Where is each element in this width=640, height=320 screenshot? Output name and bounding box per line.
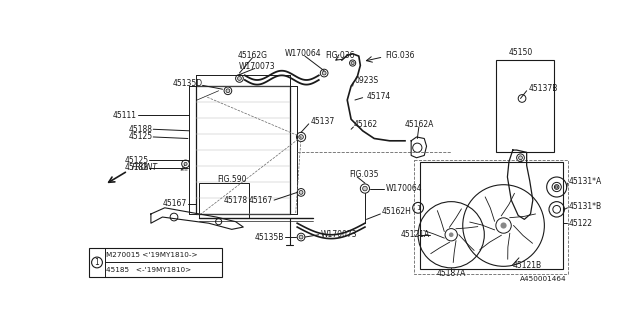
- Text: W170064: W170064: [285, 49, 322, 58]
- Bar: [90, 248, 221, 277]
- Circle shape: [237, 76, 241, 80]
- Text: 45162H: 45162H: [382, 207, 412, 216]
- Text: 45121B: 45121B: [513, 261, 542, 270]
- Text: 45162G: 45162G: [237, 51, 268, 60]
- Text: 45167: 45167: [163, 199, 187, 208]
- Text: M270015 <'19MY1810->: M270015 <'19MY1810->: [106, 252, 198, 258]
- Text: 45131*A: 45131*A: [569, 177, 602, 186]
- Text: 1: 1: [416, 205, 420, 211]
- Circle shape: [449, 232, 454, 237]
- Text: 45150: 45150: [508, 48, 532, 57]
- Text: 45178: 45178: [223, 196, 248, 204]
- Text: 45135D: 45135D: [172, 78, 202, 88]
- Circle shape: [226, 89, 230, 93]
- Text: 45185   <-'19MY1810>: 45185 <-'19MY1810>: [106, 267, 191, 273]
- Text: 45188: 45188: [129, 125, 152, 134]
- Circle shape: [351, 61, 354, 65]
- Circle shape: [299, 190, 303, 194]
- Bar: [196, 86, 289, 214]
- Text: W170064: W170064: [386, 184, 422, 193]
- Text: 45131*B: 45131*B: [569, 202, 602, 211]
- Text: 45167: 45167: [248, 196, 273, 204]
- Text: 45135B: 45135B: [255, 233, 284, 242]
- Text: 45121A: 45121A: [401, 230, 429, 239]
- Circle shape: [518, 156, 522, 160]
- Bar: [414, 160, 568, 274]
- Bar: [198, 183, 249, 218]
- Bar: [420, 162, 563, 269]
- Text: 1: 1: [95, 258, 99, 267]
- Circle shape: [299, 135, 303, 139]
- Bar: [496, 60, 554, 152]
- Text: 45187A: 45187A: [436, 269, 466, 278]
- Text: W170073: W170073: [239, 62, 275, 71]
- Text: FIG.036: FIG.036: [386, 51, 415, 60]
- Text: 45111: 45111: [113, 111, 137, 120]
- Circle shape: [500, 222, 507, 228]
- Text: 45162: 45162: [353, 120, 378, 129]
- Text: W170073: W170073: [320, 230, 357, 239]
- Text: 45137: 45137: [311, 117, 335, 126]
- Text: FIG.035: FIG.035: [349, 170, 379, 179]
- Text: FIG.036: FIG.036: [324, 51, 355, 60]
- Circle shape: [184, 162, 187, 165]
- Text: 45162A: 45162A: [404, 120, 433, 129]
- Text: 45122: 45122: [568, 219, 592, 228]
- Circle shape: [556, 186, 558, 188]
- Text: 45125: 45125: [128, 132, 152, 141]
- Text: 45188: 45188: [125, 163, 148, 172]
- Text: 45125: 45125: [124, 156, 148, 164]
- Text: FIG.590: FIG.590: [217, 175, 246, 184]
- Text: 0923S: 0923S: [355, 76, 379, 85]
- Text: 45137B: 45137B: [528, 84, 557, 93]
- Circle shape: [363, 186, 367, 191]
- Circle shape: [322, 71, 326, 75]
- Text: FRONT: FRONT: [132, 163, 157, 172]
- Text: A450001464: A450001464: [520, 276, 566, 283]
- Circle shape: [299, 235, 303, 239]
- Text: 45174: 45174: [367, 92, 391, 101]
